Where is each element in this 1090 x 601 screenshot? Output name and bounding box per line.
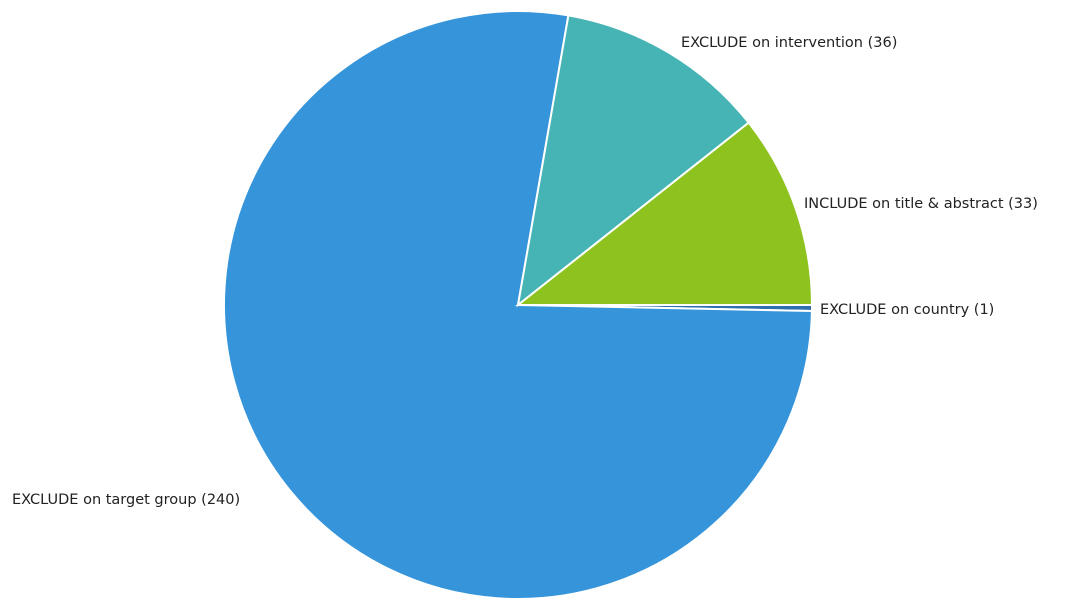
pie-labels: EXCLUDE on target group (240) EXCLUDE on … xyxy=(12,35,1038,508)
pie-slice-include-on-title-abstract xyxy=(515,121,814,306)
pie-slice-exclude-on-intervention xyxy=(516,14,751,308)
pie-label-exclude-on-target-group: EXCLUDE on target group (240) xyxy=(12,492,240,508)
pie-label-include-on-title-abstract: INCLUDE on title & abstract (33) xyxy=(804,196,1038,212)
pie-label-exclude-on-intervention: EXCLUDE on intervention (36) xyxy=(681,35,897,51)
pie-label-exclude-on-country: EXCLUDE on country (1) xyxy=(820,302,994,318)
pie-slices xyxy=(223,10,814,600)
